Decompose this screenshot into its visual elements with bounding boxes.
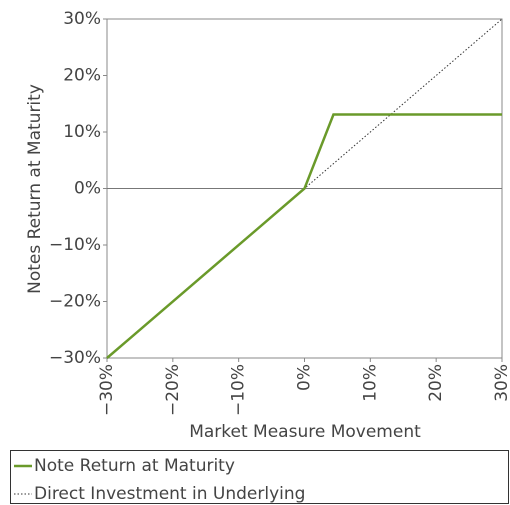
- y-axis-title: Notes Return at Maturity: [25, 84, 45, 294]
- y-tick-label: 20%: [63, 66, 101, 86]
- series-line: [106, 113, 502, 359]
- y-tick-label: −30%: [49, 348, 101, 368]
- legend-box: [10, 450, 509, 504]
- x-tick-label: −10%: [229, 364, 249, 416]
- x-tick-label: −20%: [163, 364, 183, 416]
- y-tick-label: −20%: [49, 292, 101, 312]
- y-tick-label: 0%: [74, 179, 101, 199]
- x-tick-label: −30%: [97, 364, 117, 416]
- y-tick-label: 10%: [63, 122, 101, 142]
- legend-label: Note Return at Maturity: [34, 456, 235, 476]
- legend-label: Direct Investment in Underlying: [34, 484, 305, 504]
- x-tick-label: 10%: [360, 364, 380, 402]
- y-tick-label: 30%: [63, 9, 101, 29]
- x-tick-label: 20%: [426, 364, 446, 402]
- x-tick-label: 0%: [295, 364, 315, 391]
- y-tick-label: −10%: [49, 235, 101, 255]
- x-axis-title: Market Measure Movement: [189, 422, 421, 442]
- x-tick-label: 30%: [492, 364, 510, 402]
